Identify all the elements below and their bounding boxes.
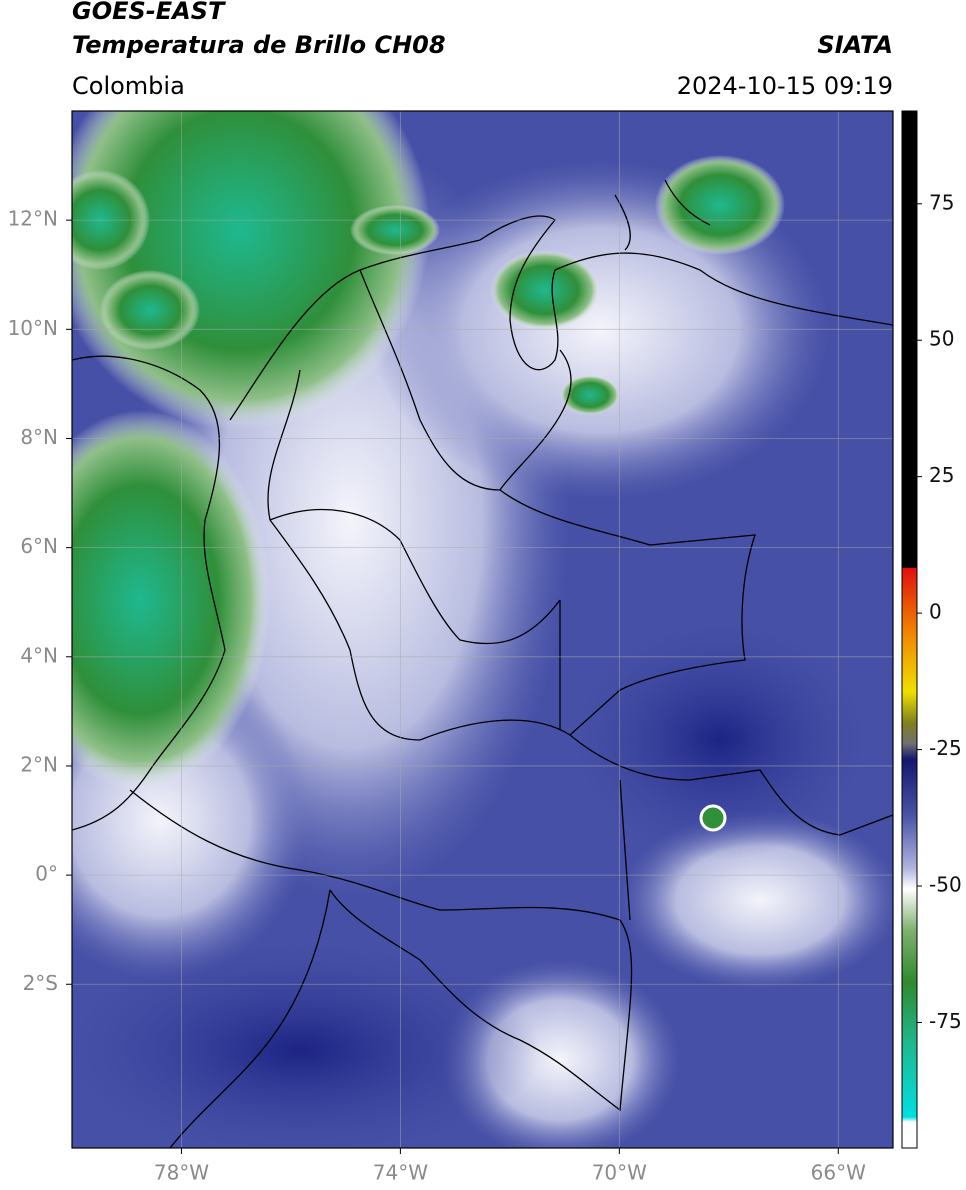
y-tick-label: 4°N (20, 643, 58, 667)
map-frame (71, 110, 894, 1149)
datetime: 2024-10-15 09:19 (677, 72, 893, 100)
colorbar-tick-label: -50 (929, 873, 962, 897)
subtitle: Temperatura de Brillo CH08 (72, 31, 446, 59)
x-tick-label: 78°W (154, 1161, 209, 1185)
colorbar (901, 110, 918, 1149)
colorbar-tick-label: -25 (929, 736, 962, 760)
grid (72, 111, 893, 1148)
colorbar-tick-label: 25 (929, 463, 954, 487)
source: SIATA (817, 31, 893, 59)
y-tick-label: 6°N (20, 534, 58, 558)
title: GOES-EAST (72, 0, 226, 25)
colorbar-tick-label: 75 (929, 190, 954, 214)
y-tick-label: 2°N (20, 752, 58, 776)
colorbar-tick-label: -75 (929, 1009, 962, 1033)
borders (72, 179, 893, 1148)
x-tick-label: 70°W (592, 1161, 647, 1185)
x-tick-label: 66°W (811, 1161, 866, 1185)
y-tick-label: 8°N (20, 425, 58, 449)
y-tick-label: 0° (35, 862, 58, 886)
colorbar-tick-label: 0 (929, 600, 942, 624)
y-tick-label: 10°N (8, 316, 58, 340)
y-tick-label: 2°S (23, 971, 58, 995)
x-tick-label: 74°W (373, 1161, 428, 1185)
region: Colombia (72, 72, 185, 100)
colorbar-tick-label: 50 (929, 327, 954, 351)
y-tick-label: 12°N (8, 207, 58, 231)
satellite-image (72, 111, 893, 1148)
